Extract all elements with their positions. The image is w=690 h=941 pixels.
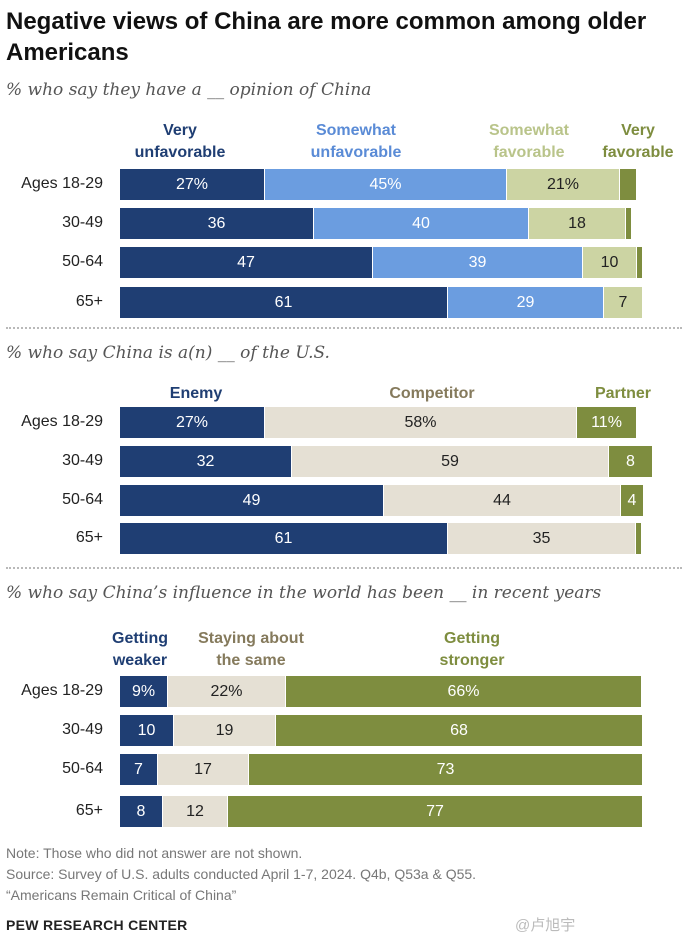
bar-segment: 61 xyxy=(120,287,448,318)
section-divider xyxy=(6,327,682,329)
bar-segment: 27% xyxy=(120,169,265,200)
bar-segment: 68 xyxy=(276,715,642,746)
row-label: 30-49 xyxy=(62,721,103,738)
bar-segment: 9% xyxy=(120,676,168,707)
bar-segment: 8 xyxy=(120,796,163,827)
report-title-line: “Americans Remain Critical of China” xyxy=(6,887,237,903)
bar-segment: 27% xyxy=(120,407,265,438)
bar-segment: 17 xyxy=(158,754,249,785)
bar-segment: 58% xyxy=(265,407,577,438)
stacked-bar: 47 39 10 xyxy=(120,247,658,278)
row-label: Ages 18-29 xyxy=(21,682,103,699)
bar-segment xyxy=(637,247,642,278)
bar-segment: 10 xyxy=(120,715,174,746)
row-label: Ages 18-29 xyxy=(21,413,103,430)
bar-segment: 49 xyxy=(120,485,384,516)
legend-label: Getting weaker xyxy=(112,630,168,669)
bar-segment: 36 xyxy=(120,208,314,239)
bar-segment: 45% xyxy=(265,169,507,200)
bar-segment: 47 xyxy=(120,247,373,278)
legend-label: Getting stronger xyxy=(439,630,505,669)
row-label: 30-49 xyxy=(62,452,103,469)
bar-segment: 10 xyxy=(583,247,637,278)
section-divider xyxy=(6,567,682,569)
stacked-bar: 7 17 73 xyxy=(120,754,658,785)
stacked-bar: 27% 45% 21% xyxy=(120,169,658,200)
stacked-bar: 8 12 77 xyxy=(120,796,658,827)
chart-title: Negative views of China are more common … xyxy=(6,8,647,66)
legend-label: Staying about the same xyxy=(198,630,304,669)
note-line: Note: Those who did not answer are not s… xyxy=(6,845,303,861)
row-label: 65+ xyxy=(75,293,103,310)
stacked-bar: 27% 58% 11% xyxy=(120,407,658,438)
row-label: 65+ xyxy=(75,802,103,819)
stacked-bar: 49 44 4 xyxy=(120,485,658,516)
bar-segment xyxy=(636,523,641,554)
legend-label: Competitor xyxy=(389,385,475,402)
bar-segment: 40 xyxy=(314,208,529,239)
row-label: Ages 18-29 xyxy=(21,175,103,192)
row-label: 50-64 xyxy=(62,491,103,508)
bar-segment xyxy=(620,169,636,200)
stacked-bar: 36 40 18 xyxy=(120,208,658,239)
panel-subtitle: % who say China’s influence in the world… xyxy=(6,583,602,603)
bar-segment: 4 xyxy=(621,485,643,516)
bar-segment: 7 xyxy=(604,287,642,318)
bar-segment: 44 xyxy=(384,485,621,516)
bar-segment: 77 xyxy=(228,796,642,827)
legend-label: Somewhat unfavorable xyxy=(310,122,402,161)
bar-segment: 8 xyxy=(609,446,652,477)
bar-segment xyxy=(626,208,631,239)
bar-segment: 18 xyxy=(529,208,626,239)
bar-segment: 29 xyxy=(448,287,604,318)
source-line: Source: Survey of U.S. adults conducted … xyxy=(6,866,477,882)
bar-segment: 73 xyxy=(249,754,642,785)
bar-segment: 22% xyxy=(168,676,286,707)
bar-segment: 61 xyxy=(120,523,448,554)
source-notes: Note: Those who did not answer are not s… xyxy=(6,843,476,906)
watermark: @卢旭宇 xyxy=(515,917,576,934)
stacked-bar: 61 35 xyxy=(120,523,658,554)
legend-label: Somewhat favorable xyxy=(488,122,569,161)
bar-segment: 39 xyxy=(373,247,583,278)
row-label: 50-64 xyxy=(62,253,103,270)
bar-segment: 66% xyxy=(286,676,641,707)
bar-segment: 11% xyxy=(577,407,636,438)
stacked-bar: 10 19 68 xyxy=(120,715,658,746)
stacked-bar: 61 29 7 xyxy=(120,287,658,318)
legend-label: Very favorable xyxy=(602,122,674,161)
legend-label: Partner xyxy=(594,385,652,402)
stacked-bar: 32 59 8 xyxy=(120,446,658,477)
stacked-bar: 9% 22% 66% xyxy=(120,676,658,707)
panel-subtitle: % who say they have a __ opinion of Chin… xyxy=(6,80,372,100)
legend-label: Very unfavorable xyxy=(134,122,226,161)
bar-segment: 32 xyxy=(120,446,292,477)
publisher-logo-text: PEW RESEARCH CENTER xyxy=(6,917,188,933)
row-label: 50-64 xyxy=(62,760,103,777)
bar-segment: 12 xyxy=(163,796,228,827)
bar-segment: 19 xyxy=(174,715,276,746)
panel-subtitle: % who say China is a(n) __ of the U.S. xyxy=(6,343,330,363)
bar-segment: 35 xyxy=(448,523,636,554)
row-label: 30-49 xyxy=(62,214,103,231)
legend-label: Enemy xyxy=(169,385,223,402)
bar-segment: 21% xyxy=(507,169,620,200)
bar-segment: 59 xyxy=(292,446,609,477)
row-label: 65+ xyxy=(75,529,103,546)
bar-segment: 7 xyxy=(120,754,158,785)
